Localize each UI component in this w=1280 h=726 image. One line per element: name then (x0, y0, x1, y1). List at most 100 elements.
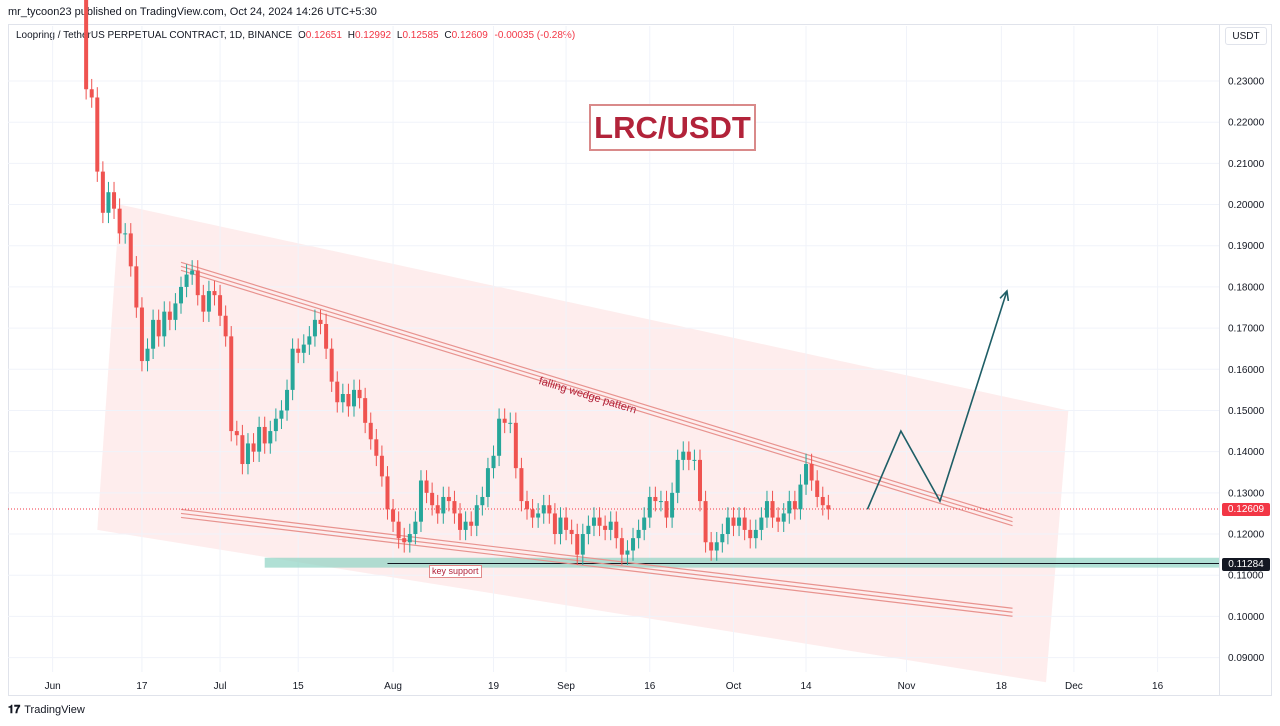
projection-path[interactable] (866, 290, 1008, 510)
candle-body[interactable] (826, 505, 831, 510)
candle-body[interactable] (586, 525, 591, 535)
candle-body[interactable] (502, 418, 507, 423)
candle-body[interactable] (245, 443, 250, 465)
candle-body[interactable] (312, 319, 317, 337)
candle-body[interactable] (458, 513, 463, 530)
candle-body[interactable] (725, 517, 730, 535)
candle-body[interactable] (469, 521, 474, 526)
candle-body[interactable] (206, 291, 211, 312)
candle-body[interactable] (190, 270, 195, 275)
candle-body[interactable] (809, 464, 814, 481)
candle-body[interactable] (625, 550, 630, 555)
candle-body[interactable] (218, 295, 223, 316)
candle-body[interactable] (385, 476, 390, 510)
candle-body[interactable] (151, 319, 156, 349)
upper-wedge-line[interactable] (180, 265, 1013, 523)
candle-body[interactable] (497, 418, 502, 456)
candle-body[interactable] (346, 394, 351, 407)
candle-body[interactable] (463, 521, 468, 530)
lower-wedge-line[interactable] (180, 516, 1013, 617)
candle-body[interactable] (184, 274, 189, 287)
candle-body[interactable] (748, 529, 753, 539)
candle-body[interactable] (714, 542, 719, 551)
candle-body[interactable] (262, 426, 267, 444)
candle-body[interactable] (619, 538, 624, 555)
lower-wedge-line[interactable] (180, 512, 1013, 613)
candle-body[interactable] (446, 496, 451, 502)
candle-body[interactable] (234, 431, 239, 436)
candle-body[interactable] (658, 501, 663, 503)
candle-body[interactable] (240, 435, 245, 465)
candle-body[interactable] (787, 501, 792, 514)
candle-body[interactable] (519, 468, 524, 502)
candle-body[interactable] (179, 286, 183, 304)
candle-body[interactable] (742, 517, 747, 530)
candle-body[interactable] (318, 319, 323, 324)
candle-body[interactable] (452, 501, 457, 514)
symbol-name[interactable]: Loopring / TetherUS PERPETUAL CONTRACT, … (16, 30, 293, 41)
candle-body[interactable] (804, 464, 809, 485)
candle-body[interactable] (737, 517, 742, 526)
candle-body[interactable] (145, 348, 150, 362)
candle-body[interactable] (642, 517, 647, 530)
upper-wedge-line[interactable] (180, 269, 1013, 527)
candle-body[interactable] (614, 521, 619, 539)
candle-body[interactable] (374, 439, 379, 456)
candle-body[interactable] (329, 348, 334, 382)
candle-body[interactable] (139, 307, 144, 362)
candle-body[interactable] (128, 233, 133, 267)
candle-body[interactable] (84, 0, 89, 90)
candle-body[interactable] (591, 517, 596, 526)
candle-body[interactable] (167, 311, 172, 320)
candle-body[interactable] (307, 336, 312, 345)
candle-body[interactable] (396, 521, 401, 539)
candle-body[interactable] (251, 443, 256, 452)
candle-body[interactable] (95, 97, 100, 172)
candle-body[interactable] (525, 501, 529, 510)
candle-body[interactable] (413, 521, 418, 535)
footer-brand[interactable]: 𝟏𝟕 TradingView (8, 704, 85, 717)
candle-body[interactable] (798, 484, 803, 510)
candle-body[interactable] (352, 389, 356, 407)
candle-body[interactable] (435, 505, 440, 514)
candle-body[interactable] (324, 323, 329, 349)
candle-body[interactable] (407, 534, 412, 543)
candle-body[interactable] (268, 431, 273, 444)
candle-body[interactable] (335, 381, 340, 403)
candle-body[interactable] (764, 501, 769, 518)
candle-body[interactable] (279, 410, 284, 419)
candle-body[interactable] (670, 492, 675, 518)
candle-body[interactable] (201, 295, 206, 312)
candle-body[interactable] (776, 517, 781, 522)
candle-body[interactable] (575, 534, 580, 555)
candle-body[interactable] (296, 348, 301, 353)
candle-body[interactable] (156, 319, 161, 337)
candle-body[interactable] (759, 517, 764, 530)
candle-body[interactable] (212, 291, 217, 296)
candle-body[interactable] (541, 505, 546, 514)
candle-body[interactable] (257, 426, 262, 452)
candle-body[interactable] (441, 496, 446, 514)
candle-body[interactable] (698, 459, 702, 502)
candle-body[interactable] (530, 509, 535, 518)
candle-body[interactable] (485, 468, 490, 497)
candle-body[interactable] (430, 492, 435, 506)
candle-body[interactable] (89, 89, 94, 98)
candle-body[interactable] (636, 529, 641, 539)
candle-body[interactable] (117, 208, 122, 234)
candle-body[interactable] (134, 266, 139, 308)
candle-body[interactable] (709, 542, 714, 551)
candle-body[interactable] (558, 517, 563, 535)
candle-body[interactable] (424, 480, 429, 493)
candle-body[interactable] (770, 501, 775, 518)
candle-body[interactable] (686, 451, 691, 460)
candle-body[interactable] (195, 270, 200, 296)
candle-body[interactable] (474, 505, 479, 526)
candle-body[interactable] (290, 348, 295, 390)
candle-body[interactable] (162, 311, 167, 337)
candle-body[interactable] (100, 171, 105, 213)
candle-body[interactable] (731, 517, 736, 526)
candle-body[interactable] (368, 422, 373, 440)
chart-title-annotation[interactable]: LRC/USDT (589, 104, 756, 151)
